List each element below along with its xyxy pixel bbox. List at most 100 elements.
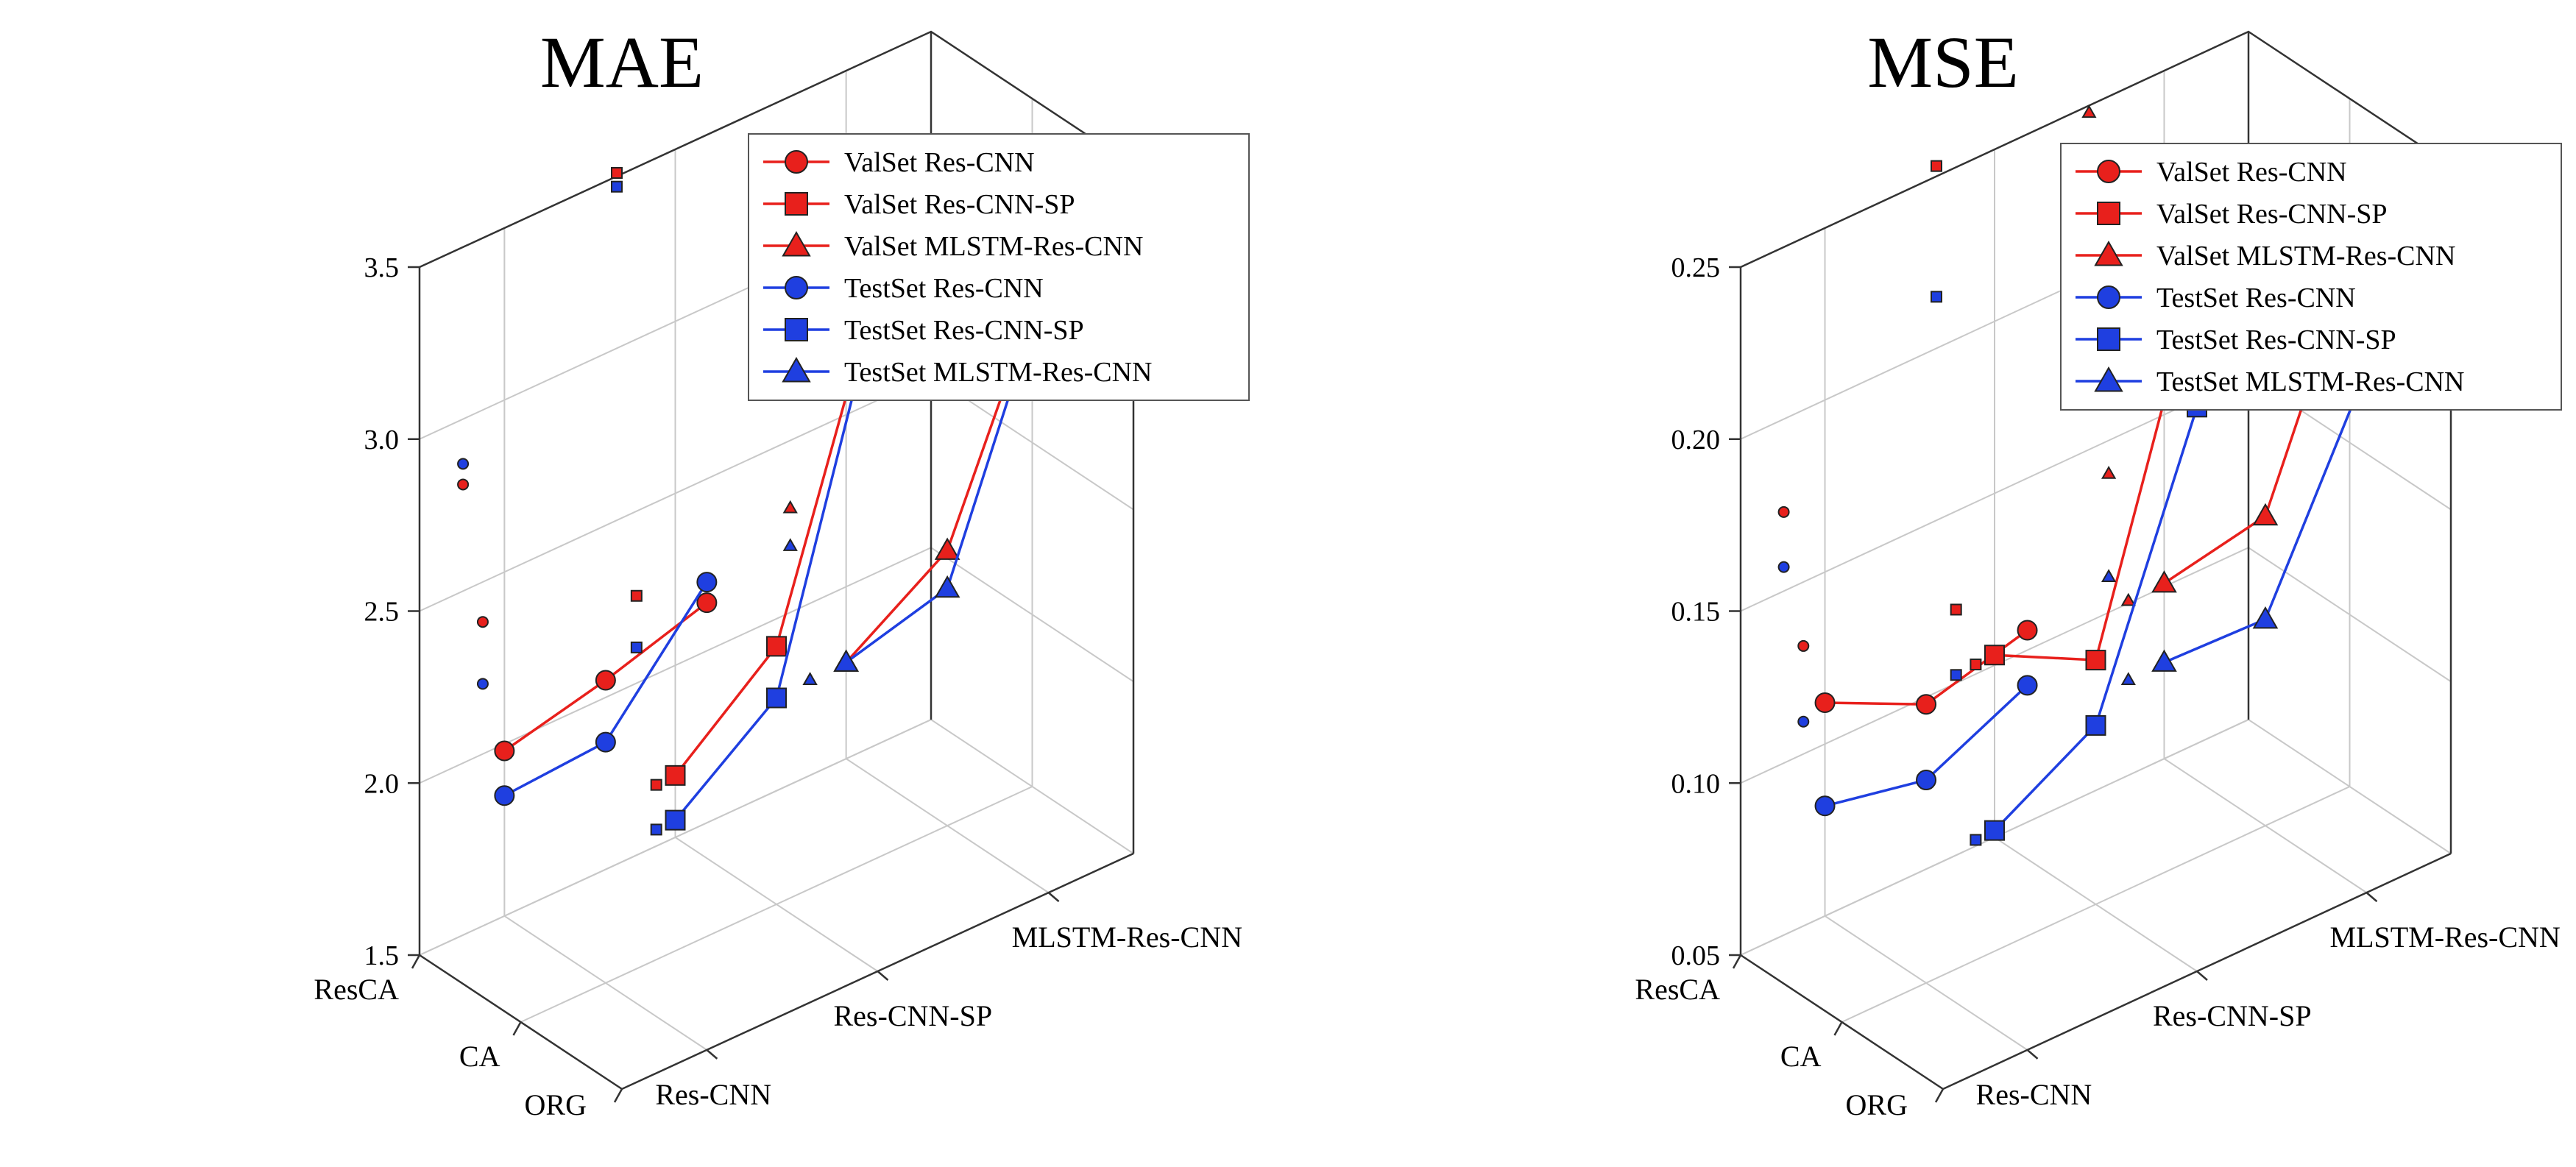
data-point xyxy=(665,765,686,786)
x-tick xyxy=(512,1021,522,1036)
z-tick-label: 0.15 xyxy=(1671,597,1721,628)
wall-shadow-marker xyxy=(1950,669,1962,681)
wall-shadow-marker xyxy=(476,678,489,690)
data-point xyxy=(595,670,616,691)
wall-shadow-marker xyxy=(611,167,623,179)
z-tick-label: 2.0 xyxy=(364,768,400,799)
legend-label: TestSet Res-CNN xyxy=(2156,283,2356,313)
data-point xyxy=(2017,675,2038,696)
data-point xyxy=(833,649,859,672)
wall-shadow-marker xyxy=(782,538,798,551)
data-point xyxy=(665,809,686,831)
legend-label: TestSet MLSTM-Res-CNN xyxy=(844,357,1153,388)
y-tick xyxy=(2366,892,2378,903)
x-tick-label: CA xyxy=(459,1040,500,1073)
y-tick-label: Res-CNN-SP xyxy=(834,999,993,1032)
data-point xyxy=(696,572,718,593)
data-point xyxy=(766,636,787,657)
wall-shadow-marker xyxy=(650,778,662,791)
x-tick-label: ResCA xyxy=(1635,973,1720,1006)
data-point xyxy=(1814,795,1836,817)
wall-shadow-marker xyxy=(782,500,798,514)
y-gridline xyxy=(1824,227,2028,1051)
y-tick-label: Res-CNN-SP xyxy=(2153,999,2312,1032)
legend-label: TestSet Res-CNN-SP xyxy=(2156,324,2396,355)
wall-shadow-marker xyxy=(457,458,470,470)
x-tick-label: ORG xyxy=(525,1088,587,1121)
legend-label: ValSet Res-CNN xyxy=(844,147,1035,178)
y-tick xyxy=(877,971,889,981)
chart-title: MAE xyxy=(540,21,704,103)
legend-label: ValSet MLSTM-Res-CNN xyxy=(2156,241,2455,272)
wall-shadow-marker xyxy=(1797,639,1810,652)
axis-box-top xyxy=(419,30,1135,854)
y-tick-label: MLSTM-Res-CNN xyxy=(2329,921,2560,954)
legend-marker xyxy=(2097,202,2120,225)
chart-mse: 0.05 0.10 0.15 0.20 0.25 ORG CA ResCA Res-CNN Res… xyxy=(1635,21,2562,1121)
y-tick xyxy=(706,1049,718,1060)
z-tick-label: 3.0 xyxy=(364,425,400,455)
z-gridline xyxy=(419,547,1134,784)
x-tick-label: CA xyxy=(1780,1040,1822,1073)
z-tick-label: 0.10 xyxy=(1671,768,1721,799)
wall-shadow-marker xyxy=(476,616,489,628)
chart-mae: 1.5 2.0 2.5 3.0 3.5 ORG CA ResCA Res-CNN Res-CNN-… xyxy=(314,21,1250,1121)
data-point xyxy=(766,687,787,709)
legend-box xyxy=(748,133,1250,401)
z-tick-label: 1.5 xyxy=(364,940,400,971)
wall-shadow-marker xyxy=(1931,291,1942,303)
legend-label: ValSet Res-CNN xyxy=(2156,157,2347,188)
data-point xyxy=(1984,645,2005,666)
data-point xyxy=(2017,620,2038,641)
legend-label: ValSet Res-CNN-SP xyxy=(2156,199,2388,230)
legend: ValSet Res-CNN ValSet Res-CNN-SP ValSet ML… xyxy=(748,133,1250,401)
y-tick-label: MLSTM-Res-CNN xyxy=(1012,921,1242,954)
x-tick xyxy=(1833,1021,1843,1036)
y-tick-label: Res-CNN xyxy=(1976,1078,2092,1111)
data-point xyxy=(1916,770,1937,791)
legend-marker xyxy=(785,276,808,299)
data-point xyxy=(2252,503,2279,526)
y-gridline xyxy=(674,149,879,972)
legend-marker xyxy=(2094,366,2123,392)
z-gridline xyxy=(419,718,1134,956)
wall-shadow-marker xyxy=(1931,160,1942,172)
x-tick-label: ResCA xyxy=(314,973,399,1006)
y-tick-label: Res-CNN xyxy=(655,1078,771,1111)
x-tick-label: ORG xyxy=(1846,1088,1908,1121)
legend-marker xyxy=(785,150,808,174)
y-tick xyxy=(1047,892,1060,903)
z-gridline xyxy=(1740,718,2452,956)
wall-shadow-marker xyxy=(611,180,623,193)
x-tick xyxy=(613,1088,623,1103)
data-point xyxy=(2085,650,2106,671)
data-point xyxy=(934,575,960,598)
legend-box xyxy=(2060,143,2562,411)
legend-marker xyxy=(2094,240,2123,266)
legend-marker xyxy=(785,318,808,341)
wall-shadow-marker xyxy=(630,641,643,653)
legend-label: ValSet MLSTM-Res-CNN xyxy=(844,231,1143,262)
legend: ValSet Res-CNN ValSet Res-CNN-SP ValSet ML… xyxy=(2060,143,2562,411)
wall-shadow-marker xyxy=(1777,561,1790,573)
data-point xyxy=(494,785,515,806)
wall-shadow-marker xyxy=(1797,715,1810,728)
chart-title: MSE xyxy=(1867,21,2019,103)
z-tick-label: 0.25 xyxy=(1671,252,1721,283)
x-tick xyxy=(411,954,421,969)
legend-marker xyxy=(2097,285,2120,309)
data-point xyxy=(2151,570,2177,593)
z-gridline xyxy=(1740,375,2452,612)
data-point xyxy=(2085,714,2106,736)
z-tick-label: 2.5 xyxy=(364,597,400,628)
data-point xyxy=(595,731,616,753)
wall-shadow-marker xyxy=(2120,672,2136,686)
data-point xyxy=(1814,692,1836,714)
z-gridline xyxy=(419,375,1134,612)
legend-marker xyxy=(782,356,811,383)
z-tick-label: 3.5 xyxy=(364,252,400,283)
wall-shadow-marker xyxy=(1970,834,1982,846)
wall-shadow-marker xyxy=(802,672,818,686)
axis-floor xyxy=(419,852,1134,1090)
